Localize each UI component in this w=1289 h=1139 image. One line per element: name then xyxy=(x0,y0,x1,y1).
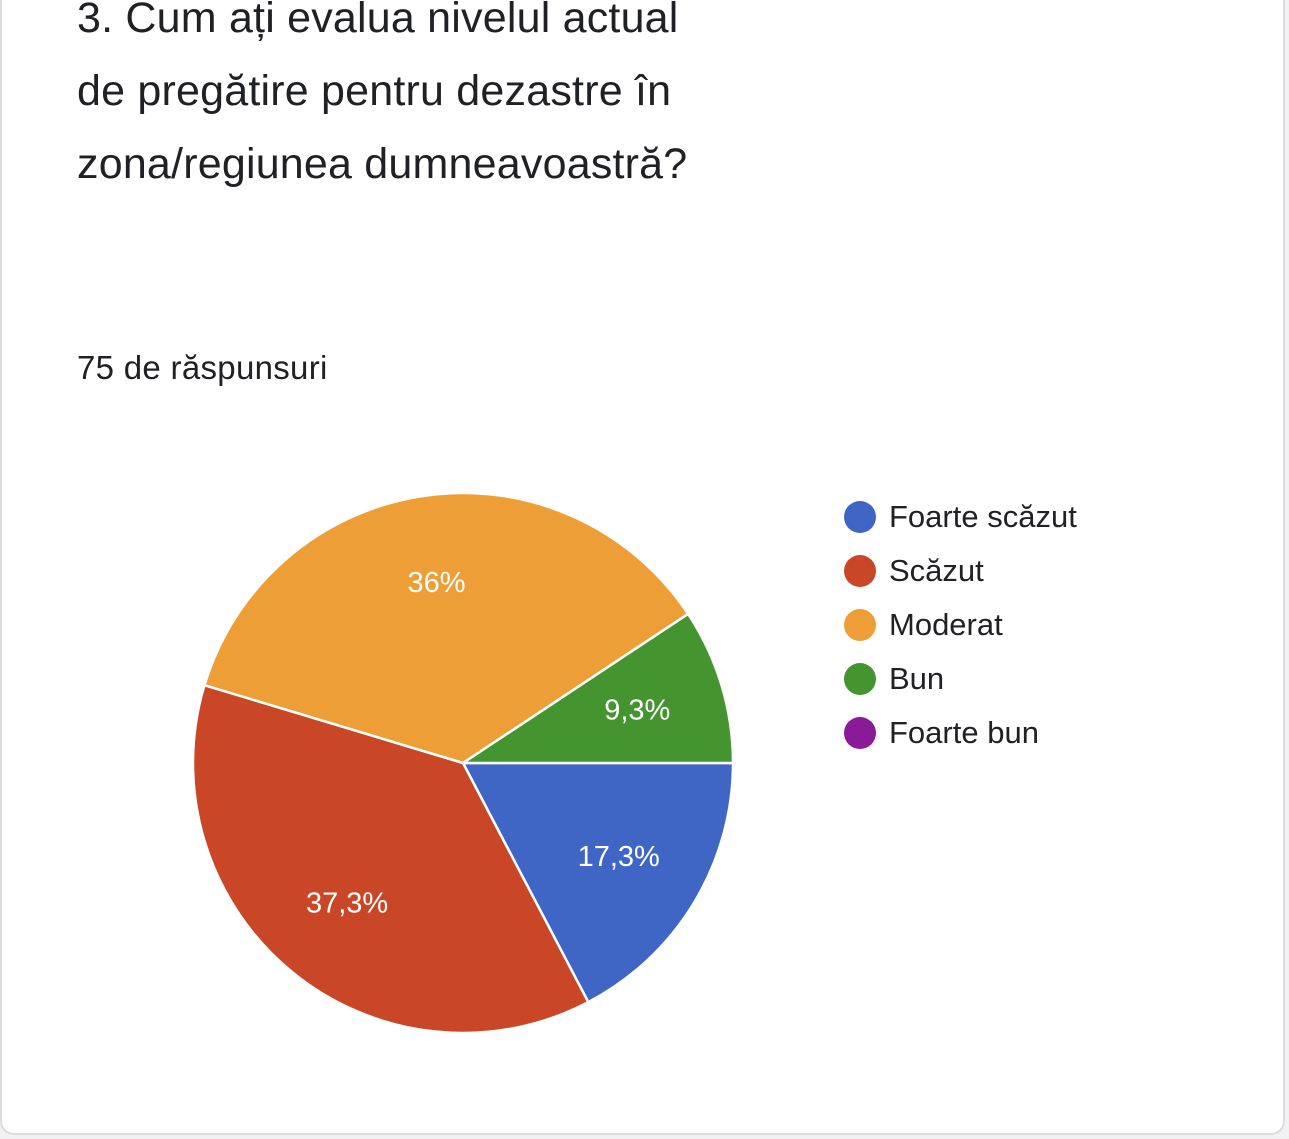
pie-slice-labels: 17,3% 37,3% 36% 9,3% xyxy=(306,567,670,919)
pie-slice-2 xyxy=(203,491,690,765)
legend-item: Bun xyxy=(844,652,1077,706)
legend-label: Bun xyxy=(889,661,945,696)
legend-label: Moderat xyxy=(889,607,1003,642)
legend-item: Scăzut xyxy=(844,544,1077,598)
legend-swatch xyxy=(844,555,876,587)
pie-slice-label-1: 37,3% xyxy=(306,887,388,919)
legend-item: Moderat xyxy=(844,598,1077,652)
legend-label: Scăzut xyxy=(889,553,984,588)
pie-slice-label-3: 9,3% xyxy=(604,695,670,727)
pie-slice-1 xyxy=(191,683,590,1035)
legend-label: Foarte bun xyxy=(889,715,1039,750)
legend-item: Foarte scăzut xyxy=(844,490,1077,544)
legend-swatch xyxy=(844,717,876,749)
pie-slice-label-0: 17,3% xyxy=(578,841,660,873)
legend-label: Foarte scăzut xyxy=(889,499,1077,534)
legend-swatch xyxy=(844,663,876,695)
chart-legend: Foarte scăzut Scăzut Moderat Bun Foarte bun xyxy=(844,490,1077,760)
pie-slice-label-2: 36% xyxy=(407,567,465,599)
question-title: 3. Cum ați evalua nivelul actual de preg… xyxy=(77,0,688,188)
pie-slice-0 xyxy=(461,761,735,1004)
pie-slice-3 xyxy=(461,612,735,765)
pie-chart: 17,3% 37,3% 36% 9,3% xyxy=(191,491,735,1035)
legend-item: Foarte bun xyxy=(844,706,1077,760)
legend-swatch xyxy=(844,609,876,641)
legend-swatch xyxy=(844,501,876,533)
pie-slices xyxy=(191,491,735,1035)
response-count: 75 de răspunsuri xyxy=(77,349,328,386)
